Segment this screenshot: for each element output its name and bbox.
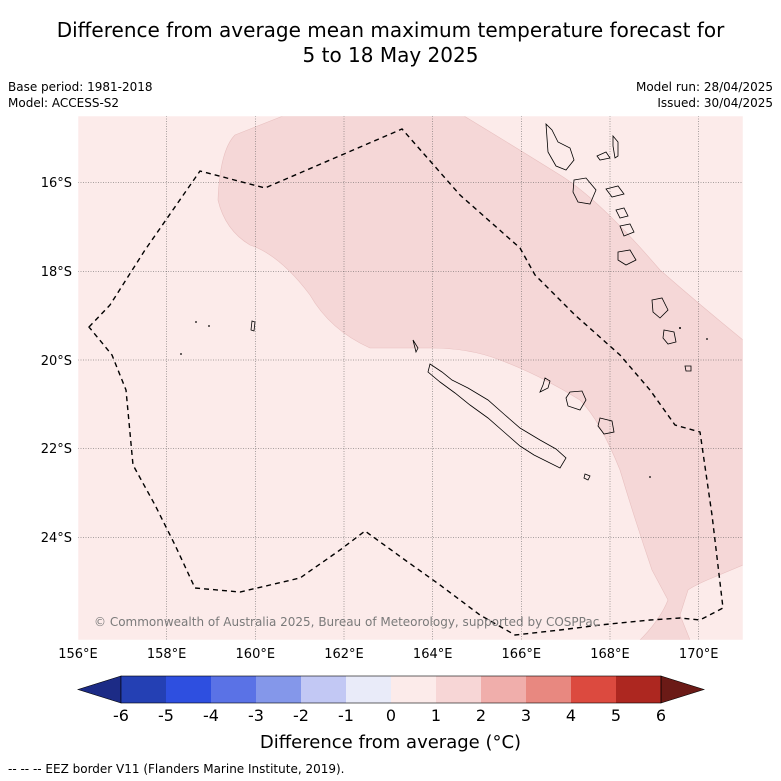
colorbar-tick-label: -4 bbox=[203, 706, 219, 725]
colorbar-segment bbox=[166, 676, 211, 703]
epi-island bbox=[615, 207, 629, 219]
model-name: Model: ACCESS-S2 bbox=[8, 96, 120, 110]
lon-tick: 162°E bbox=[324, 647, 364, 662]
colorbar: -6 -5 -4 -3 -2 -1 0 1 2 3 4 5 6 bbox=[76, 675, 706, 725]
colorbar-segment bbox=[301, 676, 346, 703]
meta-right: Model run: 28/04/2025 Issued: 30/04/2025 bbox=[636, 79, 773, 111]
colorbar-segment bbox=[391, 676, 436, 703]
base-period: Base period: 1981-2018 bbox=[8, 80, 153, 94]
title-line-2: 5 to 18 May 2025 bbox=[302, 43, 479, 67]
lon-tick: 170°E bbox=[679, 647, 719, 662]
lat-tick: 24°S bbox=[41, 531, 72, 546]
colorbar-tick-label: -6 bbox=[113, 706, 129, 725]
colorbar-frame bbox=[120, 675, 662, 704]
map-title: Difference from average mean maximum tem… bbox=[0, 18, 781, 68]
lat-tick: 20°S bbox=[41, 354, 72, 369]
gridlines bbox=[78, 116, 743, 640]
copyright-credit: © Commonwealth of Australia 2025, Bureau… bbox=[94, 615, 599, 629]
colorbar-segment bbox=[211, 676, 256, 703]
colorbar-tick-label: -1 bbox=[338, 706, 354, 725]
colorbar-tick-label: 5 bbox=[611, 706, 621, 725]
malekula-island bbox=[572, 177, 597, 205]
espiritu-santo-island bbox=[545, 122, 575, 171]
colorbar-extend-low bbox=[76, 675, 122, 704]
ambrym-island bbox=[605, 185, 625, 198]
model-run: Model run: 28/04/2025 bbox=[635, 80, 773, 94]
colorbar-segment bbox=[256, 676, 301, 703]
maewo-island bbox=[612, 134, 619, 159]
lon-tick: 158°E bbox=[147, 647, 187, 662]
erromango-island bbox=[617, 249, 637, 266]
lat-tick: 22°S bbox=[41, 442, 72, 457]
eez-legend-footer: -- -- -- EEZ border V11 (Flanders Marine… bbox=[8, 762, 345, 776]
lat-tick: 18°S bbox=[41, 265, 72, 280]
colorbar-tick-label: 1 bbox=[431, 706, 441, 725]
islet-dot bbox=[195, 321, 197, 323]
colorbar-segment bbox=[571, 676, 616, 703]
mare-island bbox=[597, 417, 615, 435]
colorbar-tick-label: 2 bbox=[476, 706, 486, 725]
meta-left: Base period: 1981-2018 Model: ACCESS-S2 bbox=[8, 79, 153, 111]
colorbar-tick-label: -2 bbox=[293, 706, 309, 725]
lon-tick: 164°E bbox=[413, 647, 453, 662]
islet-dot bbox=[679, 327, 681, 329]
eez-border bbox=[88, 128, 724, 636]
colorbar-tick-label: 3 bbox=[521, 706, 531, 725]
lon-tick: 168°E bbox=[590, 647, 630, 662]
walpole-island bbox=[583, 473, 591, 481]
ambae-island bbox=[596, 151, 611, 161]
colorbar-segment bbox=[121, 676, 166, 703]
tanna-island bbox=[651, 297, 669, 319]
colorbar-segment bbox=[526, 676, 571, 703]
lon-tick: 156°E bbox=[58, 647, 98, 662]
lon-tick: 160°E bbox=[236, 647, 276, 662]
colorbar-title: Difference from average (°C) bbox=[259, 732, 522, 753]
colorbar-tick-label: 0 bbox=[386, 706, 396, 725]
new-caledonia-island bbox=[427, 363, 567, 469]
islet-dot bbox=[208, 325, 210, 327]
colorbar-tick-label: -5 bbox=[158, 706, 174, 725]
ouvea-island bbox=[539, 377, 551, 393]
efate-island bbox=[619, 223, 635, 237]
colorbar-tick-label: -3 bbox=[248, 706, 264, 725]
matthew-island bbox=[684, 365, 692, 372]
colorbar-segment bbox=[346, 676, 391, 703]
aneityum-island bbox=[662, 329, 677, 345]
belep-islets bbox=[412, 339, 419, 354]
lifou-island bbox=[565, 390, 587, 411]
colorbar-segment bbox=[616, 676, 661, 703]
colorbar-segment bbox=[481, 676, 526, 703]
colorbar-segment bbox=[436, 676, 481, 703]
anomaly-band-1-2 bbox=[217, 116, 743, 640]
lat-tick: 16°S bbox=[41, 176, 72, 191]
lon-tick: 166°E bbox=[502, 647, 542, 662]
chesterfield-islet bbox=[250, 320, 256, 332]
title-line-1: Difference from average mean maximum tem… bbox=[56, 18, 725, 42]
issued-date: Issued: 30/04/2025 bbox=[657, 96, 773, 110]
colorbar-tick-label: 6 bbox=[656, 706, 666, 725]
islet-dot bbox=[180, 353, 182, 355]
map-frame bbox=[77, 115, 744, 641]
colorbar-tick-label: 4 bbox=[566, 706, 576, 725]
colorbar-extend-high bbox=[660, 675, 706, 704]
islet-dot bbox=[706, 338, 708, 340]
islet-dot bbox=[649, 476, 651, 478]
